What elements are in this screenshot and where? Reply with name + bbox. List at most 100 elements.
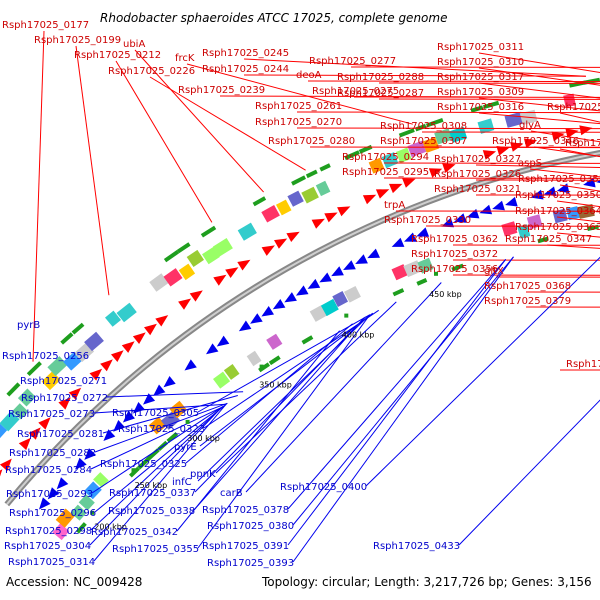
feature-marker (414, 123, 427, 132)
forward-label-connector (421, 146, 600, 148)
forward-label-connector (186, 63, 413, 125)
reverse-label-connector (287, 258, 507, 510)
forward-gene-label: Rsph17025_0379 (484, 296, 571, 307)
feature-marker (305, 169, 318, 179)
reverse-gene-arrow (319, 272, 332, 283)
reverse-gene-label: Rsph17025_0298 (5, 526, 92, 537)
feature-block (202, 246, 220, 265)
reverse-label-connector (91, 405, 224, 494)
forward-gene-arrow (565, 128, 579, 139)
reverse-label-connector (215, 301, 397, 474)
feature-block (526, 214, 543, 230)
forward-gene-label: Rsph17025_0327 (434, 154, 521, 165)
reverse-gene-arrow (250, 313, 263, 324)
reverse-label-connector (193, 317, 365, 511)
feature-marker (146, 448, 160, 461)
reverse-label-connector (93, 403, 227, 414)
feature-block (84, 331, 104, 352)
reverse-gene-label: Rsph17025_0338 (108, 506, 195, 517)
reverse-gene-arrow (391, 237, 405, 247)
feature-marker (451, 263, 464, 272)
forward-gene-arrow (0, 458, 12, 472)
forward-gene-arrow (155, 315, 169, 327)
feature-marker (200, 225, 217, 238)
feature-marker (416, 278, 428, 286)
backbone-layer (4, 149, 600, 507)
map-title: Rhodobacter sphaeroides ATCC 17025, comp… (100, 11, 447, 25)
feature-block (449, 126, 468, 143)
reverse-label-connector (458, 399, 600, 546)
accession-text: Accession: NC_009428 (6, 575, 142, 589)
reverse-label-connector (90, 406, 223, 531)
feature-block (17, 388, 36, 407)
reverse-gene-arrow (163, 376, 176, 388)
feature-block (84, 481, 102, 500)
feature-block (477, 118, 495, 134)
reverse-gene-arrow (416, 227, 430, 237)
forward-gene-arrow (402, 178, 416, 188)
forward-gene-arrow (237, 259, 251, 271)
forward-gene-label: Rsph17025_0261 (255, 101, 342, 112)
forward-gene-label: Rsph17025_0316 (437, 102, 524, 113)
reverse-label-connector (287, 258, 507, 546)
reverse-label-connector (102, 395, 238, 434)
forward-gene-label: Rsph17025_0363 (515, 222, 600, 233)
feature-block (332, 291, 348, 307)
reverse-label-connector (197, 314, 371, 413)
reverse-gene-label: Rsph17025_0271 (20, 376, 107, 387)
forward-gene-arrow (362, 194, 377, 205)
feature-block (266, 333, 283, 350)
reverse-gene-arrow (103, 429, 116, 441)
scale-tick-mark (344, 313, 349, 318)
feature-block (169, 400, 187, 419)
forward-gene-label: Rsph17025_0294 (342, 152, 429, 163)
forward-gene-label: Rsph17025_0308 (380, 121, 467, 132)
reverse-label-connector (90, 406, 223, 470)
forward-gene-label: Rsph17025_0275 (312, 86, 399, 97)
feature-block (223, 364, 240, 380)
forward-label-connector (383, 177, 600, 179)
label-layer: 200 kbp 250 kbp 300 kbp 350 kbp 400 kbp 450 k… (2, 20, 600, 569)
feature-marker (483, 100, 500, 109)
reverse-label-connector (245, 282, 442, 493)
feature-marker (301, 335, 314, 345)
forward-label-connector (559, 369, 600, 371)
feature-block (552, 208, 568, 224)
forward-label-connector (395, 210, 600, 212)
reverse-label-connector (94, 402, 228, 453)
forward-gene-arrow (523, 138, 538, 149)
forward-gene-label: Rsph17025_0346 (492, 136, 579, 147)
reverse-gene-label: Rsph17025_0393 (207, 558, 294, 569)
scale-tick-label: 450 kbp (429, 290, 462, 299)
forward-label-connector (383, 162, 600, 164)
forward-label-connector (452, 244, 600, 246)
reverse-gene-label: carB (220, 488, 243, 499)
reverse-gene-label: Rsph17025_0391 (202, 541, 289, 552)
forward-gene-arrow (111, 350, 124, 362)
forward-gene-label: Rsph17025_0364 (515, 206, 600, 217)
feature-marker (71, 322, 85, 335)
forward-label-connector (452, 274, 600, 276)
forward-gene-label: Rsph17025_0321 (434, 184, 521, 195)
forward-gene-arrow (337, 206, 351, 217)
forward-gene-arrow (68, 387, 82, 400)
forward-gene-arrow (132, 332, 146, 344)
reverse-gene-arrow (307, 278, 321, 289)
forward-gene-arrow (0, 469, 3, 477)
feature-block (395, 147, 412, 164)
forward-gene-arrow (324, 212, 338, 223)
forward-gene-label: Rsph17025_0287 (337, 88, 424, 99)
reverse-gene-label: Rsph17025_0337 (109, 488, 196, 499)
reverse-gene-label: Rsph17025_0325 (100, 459, 187, 470)
forward-gene-label: Rsph17025_0212 (74, 50, 161, 61)
reverse-gene-label: Rsph17025_0296 (9, 508, 96, 519)
reverse-gene-arrow (261, 306, 274, 317)
forward-label-connector (296, 127, 600, 130)
feature-marker (425, 118, 444, 128)
reverse-gene-label: Rsph17025_0284 (5, 465, 92, 476)
forward-gene-label: Rsph17025_0277 (309, 56, 396, 67)
forward-gene-label: Rsph17025_0351 (518, 174, 600, 185)
feature-marker (26, 361, 42, 376)
forward-gene-label: Rsph17025_0239 (178, 85, 265, 96)
reverse-label-connector (176, 330, 340, 532)
